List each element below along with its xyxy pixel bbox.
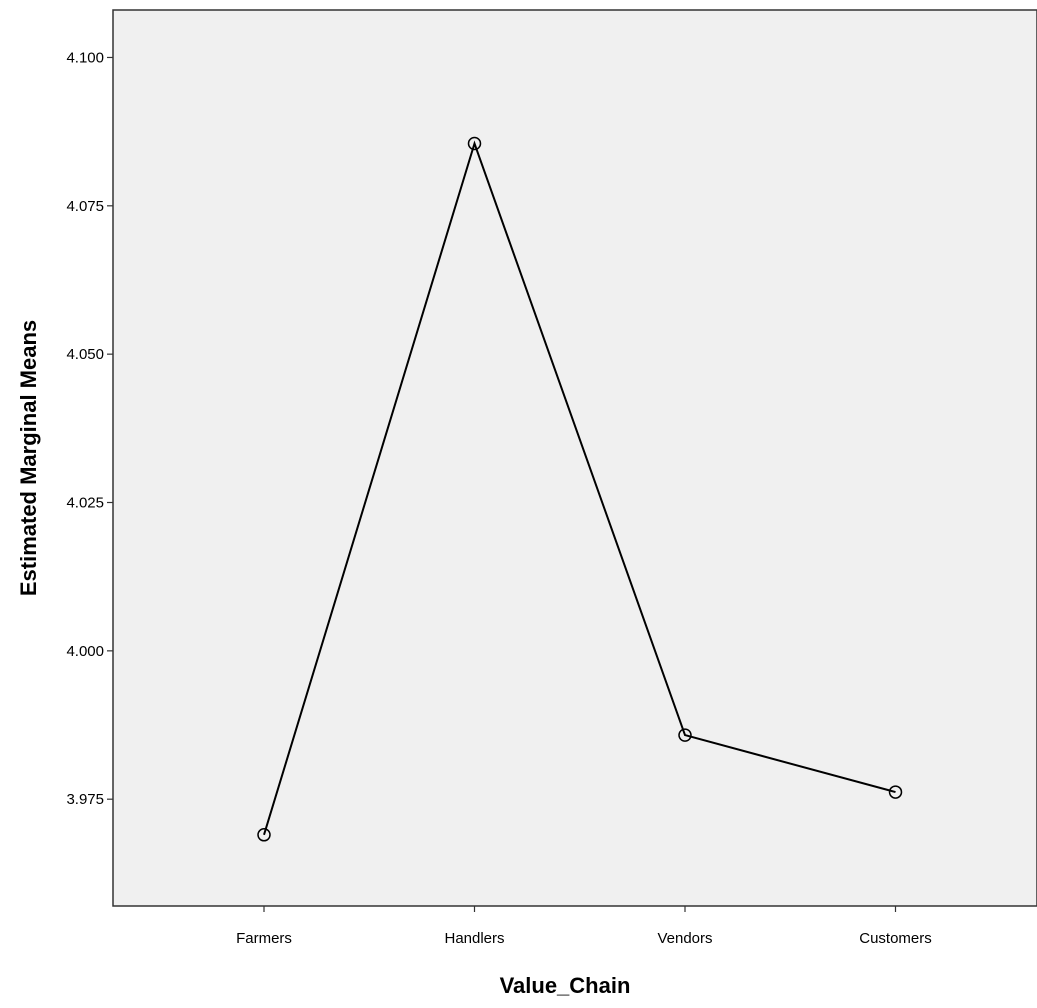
y-tick-label: 4.075 xyxy=(66,198,104,215)
series-line xyxy=(263,140,896,836)
x-axis-title: Value_Chain xyxy=(500,973,631,998)
x-tick-label: Vendors xyxy=(657,930,712,947)
data-point-marker xyxy=(678,728,692,742)
data-point-marker xyxy=(257,828,271,842)
data-point-marker xyxy=(467,136,482,151)
x-tick-label: Handlers xyxy=(444,930,504,947)
x-axis: Farmers Handlers Vendors Customers xyxy=(236,906,932,947)
y-tick-label: 4.100 xyxy=(66,49,104,66)
x-tick-label: Customers xyxy=(859,930,932,947)
y-tick-label: 3.975 xyxy=(66,791,104,808)
y-axis: 3.975 4.000 4.025 4.050 4.075 4.100 xyxy=(66,49,113,808)
data-markers xyxy=(257,136,903,842)
y-tick-label: 4.050 xyxy=(66,346,104,363)
data-point-marker xyxy=(888,785,903,799)
y-tick-label: 4.025 xyxy=(66,495,104,512)
x-tick-label: Farmers xyxy=(236,930,292,947)
plot-area xyxy=(112,9,1037,907)
y-tick-label: 4.000 xyxy=(66,643,104,660)
y-axis-title: Estimated Marginal Means xyxy=(16,320,41,596)
